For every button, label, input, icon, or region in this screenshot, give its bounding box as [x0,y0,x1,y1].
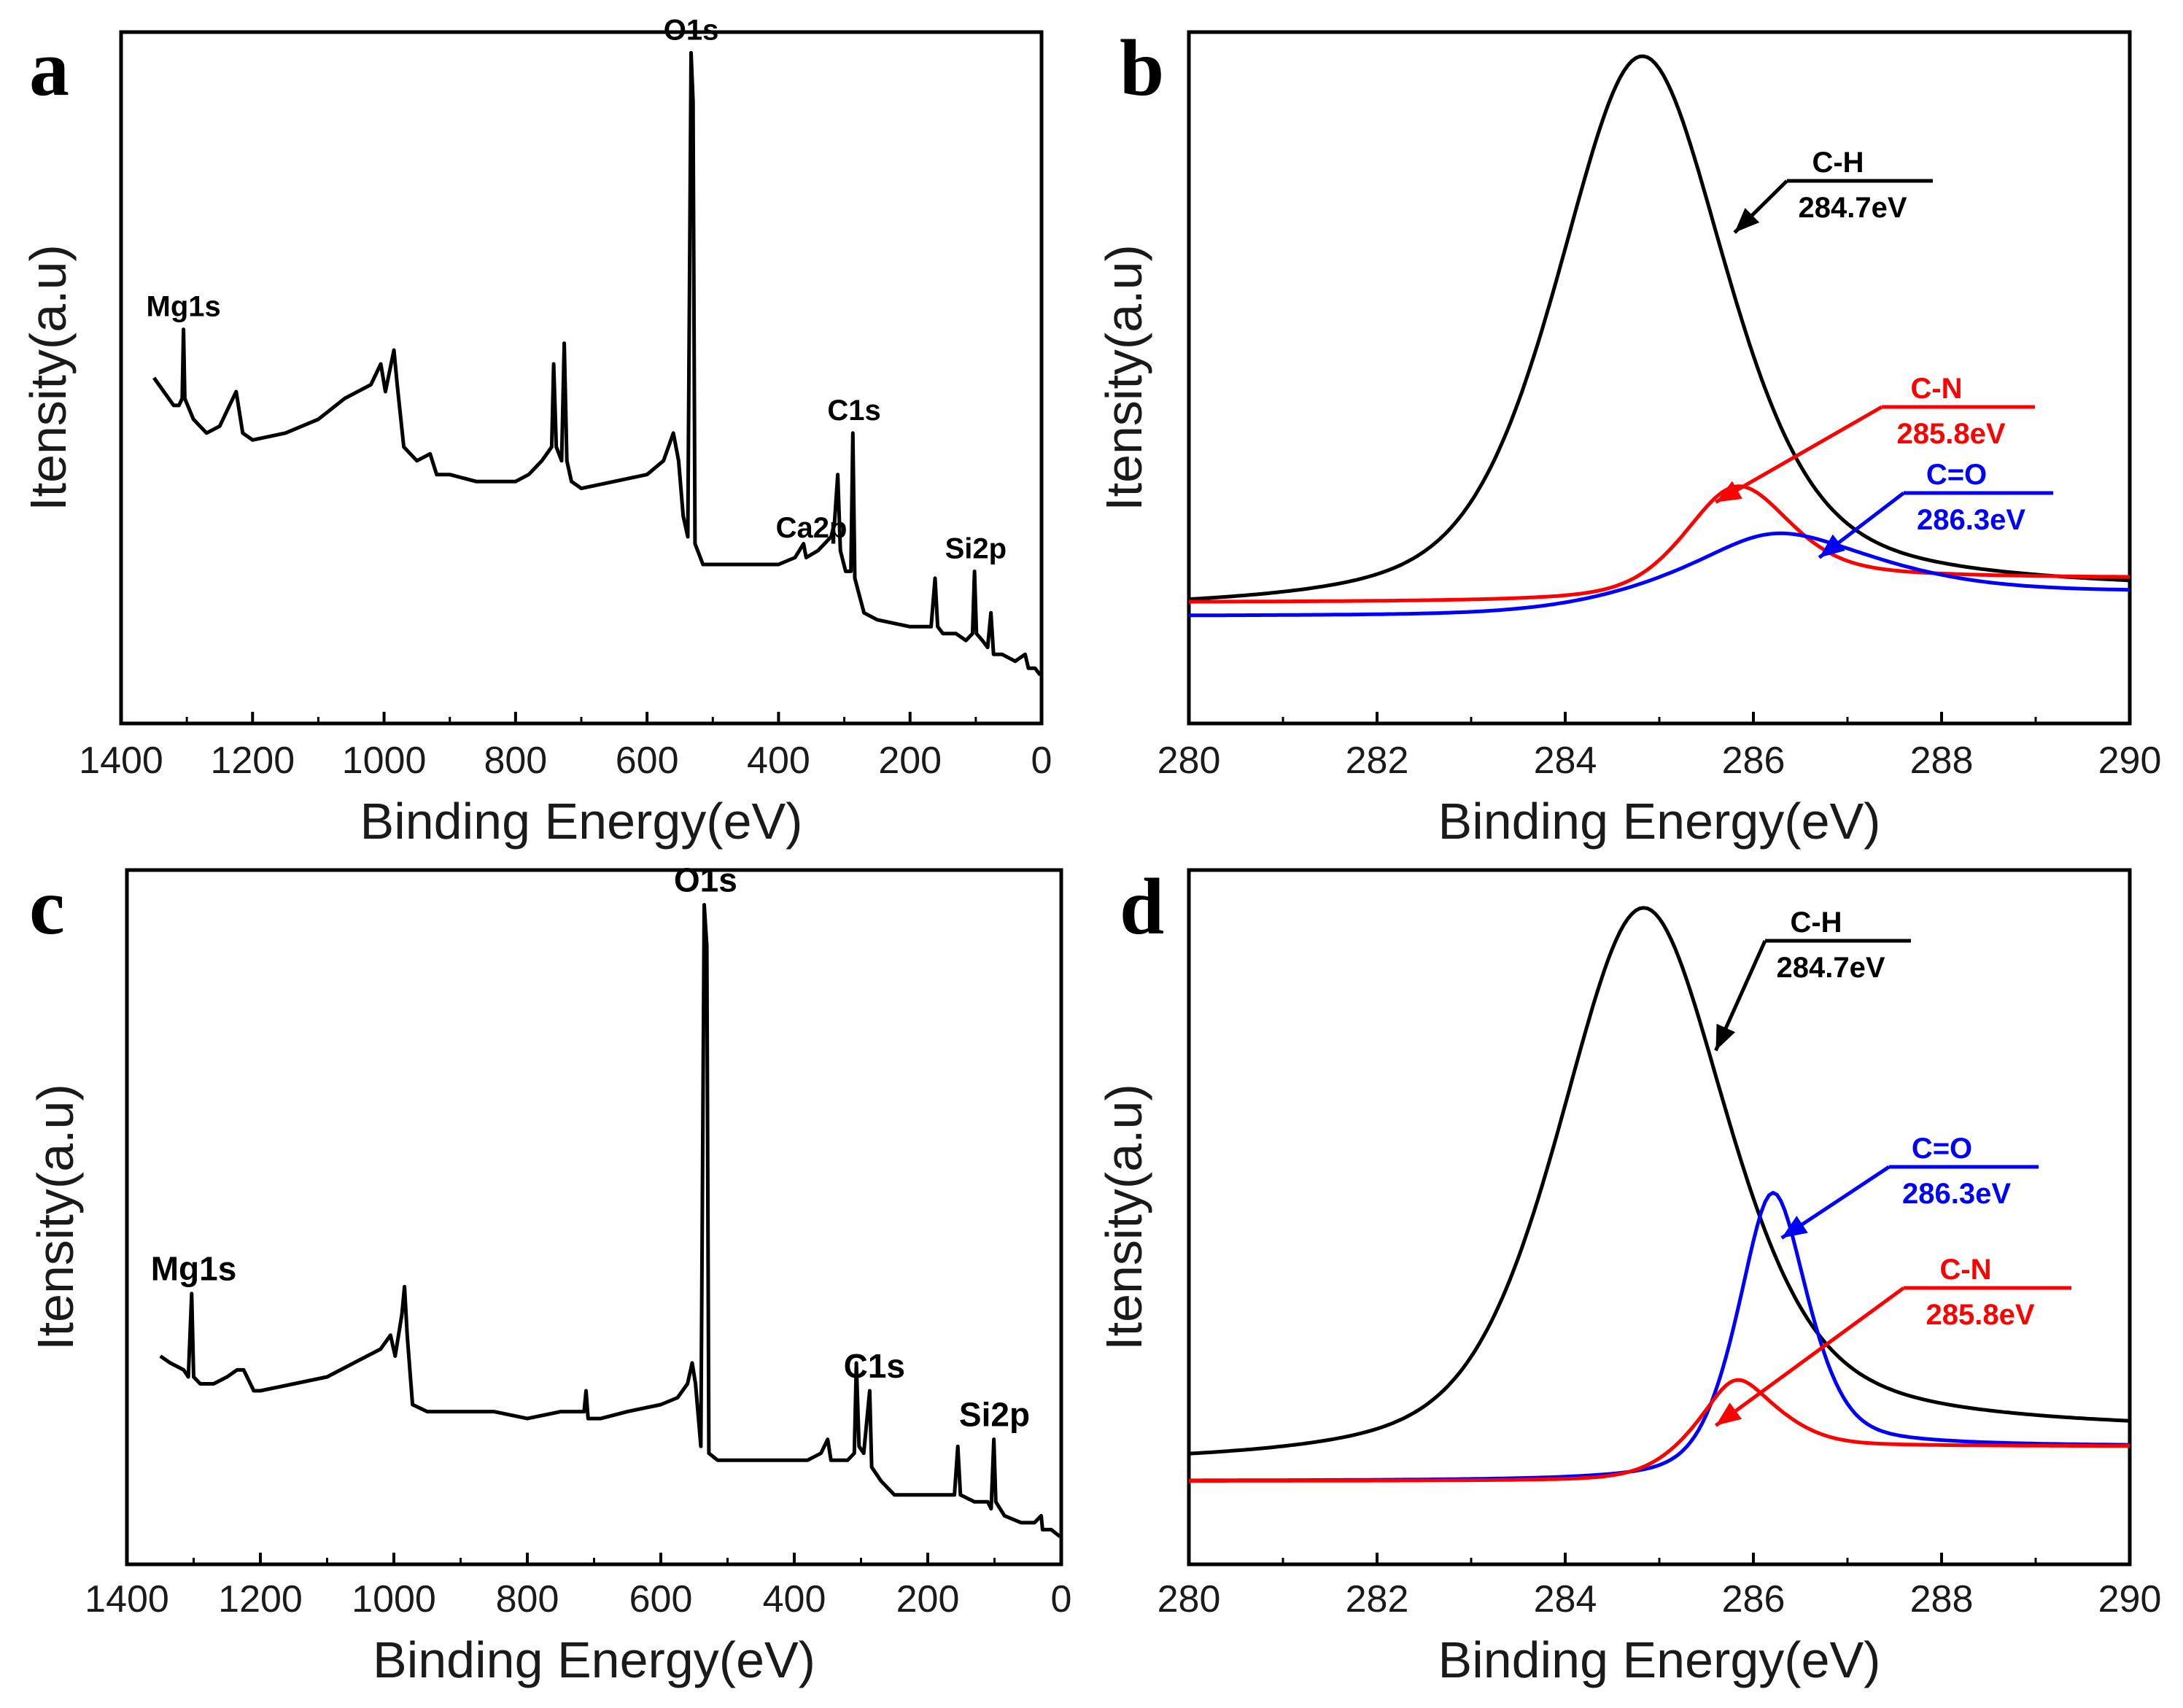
peak-label-Si2p: Si2p [959,1396,1030,1434]
x-tick-label: 280 [1158,1578,1221,1620]
peak-label-Si2p: Si2p [945,532,1007,564]
plot-frame [125,868,1063,1567]
x-tick-label: 284 [1534,740,1597,782]
x-axis: 280 282 284 286 288 290 [1158,1553,2162,1620]
callout-arrowhead [1715,1402,1742,1426]
plot-frame [1187,30,2132,726]
x-tick-label: 1000 [342,740,427,782]
callout-C-N: C-N 285.8eV [1715,373,2035,504]
x-tick-label: 1200 [218,1578,303,1620]
x-tick-label: 400 [747,740,810,782]
callout-label: C=O [1926,459,1987,491]
peak-label-Ca2p: Ca2p [776,512,848,544]
x-tick-label: 1400 [85,1578,169,1620]
callout-arrowhead [1715,481,1742,502]
x-tick-label: 288 [1910,740,1974,782]
series-line-C-N [1189,1378,2130,1483]
x-tick-label: 1000 [352,1578,436,1620]
callout-label: C=O [1912,1133,1972,1165]
callout-label: C-H [1790,907,1842,939]
peak-label-C1s: C1s [844,1347,905,1385]
x-tick-label: 1200 [210,740,295,782]
callout-label: C-N [1910,373,1962,405]
x-tick-label: 280 [1158,740,1221,782]
callout-arrowhead [1781,1216,1808,1238]
callout-arrowhead [1819,534,1845,558]
series-line-survey [159,903,1061,1538]
callout-value: 285.8eV [1896,418,2005,450]
x-tick-label: 284 [1534,1578,1597,1620]
callout-label: C-N [1939,1254,1991,1286]
chart-panel-d: d 280 282 284 286 288 290 Binding Energy(eV) Ite… [1096,862,2161,1688]
series-line-C=O [1189,1190,2130,1483]
panel-letter-c: c [29,862,65,951]
x-axis-title: Binding Energy(eV) [360,793,803,850]
chart-panel-c: c 1400 1200 1000 800 600 400 200 0 Binding Energy… [27,861,1071,1688]
series-line-C-H [1189,54,2130,602]
callout-arrow [1715,405,1883,504]
peak-label-Mg1s: Mg1s [147,291,221,323]
callout-value: 285.8eV [1926,1299,2034,1331]
callout-label: C-H [1812,147,1864,179]
x-tick-label: 282 [1346,740,1409,782]
callout-value: 286.3eV [1917,504,2025,536]
callout-arrowhead [1734,208,1760,233]
x-axis-title: Binding Energy(eV) [1438,793,1881,850]
x-axis: 1400 1200 1000 800 600 400 200 0 [79,712,1052,782]
series-line-C-N [1189,484,2130,604]
series-line-survey [152,50,1042,677]
callout-C-H: C-H 284.7eV [1733,147,1933,234]
x-tick-label: 286 [1722,1578,1785,1620]
series-line-C=O [1189,531,2130,618]
x-axis-title: Binding Energy(eV) [373,1631,815,1688]
y-axis-title: Itensity(a.u) [1096,1084,1152,1351]
x-tick-label: 400 [763,1578,826,1620]
x-tick-label: 282 [1346,1578,1409,1620]
callout-C=O: C=O 286.3eV [1780,1133,2039,1240]
series-line-C-H [1189,906,2130,1456]
x-tick-label: 600 [616,740,679,782]
peak-label-C1s: C1s [827,395,880,427]
x-tick-label: 286 [1722,740,1785,782]
callout-arrowhead [1715,1023,1736,1051]
callout-value: 284.7eV [1776,952,1885,984]
y-axis-title: Itensity(a.u) [20,244,77,511]
x-tick-label: 800 [496,1578,559,1620]
panel-letter-a: a [29,23,69,112]
x-tick-label: 0 [1051,1578,1072,1620]
x-tick-label: 290 [2098,740,2162,782]
callout-arrow [1714,1286,1905,1427]
x-axis: 280 282 284 286 288 290 [1158,712,2162,782]
x-axis-title: Binding Energy(eV) [1438,1631,1881,1688]
x-tick-label: 290 [2098,1578,2162,1620]
peak-label-O1s: O1s [664,14,719,46]
y-axis-title: Itensity(a.u) [1096,244,1152,511]
callout-value: 286.3eV [1902,1178,2011,1210]
x-tick-label: 600 [629,1578,693,1620]
peak-label-O1s: O1s [674,861,737,899]
peak-label-Mg1s: Mg1s [151,1250,237,1288]
x-tick-label: 1400 [79,740,163,782]
x-tick-label: 288 [1910,1578,1974,1620]
callout-value: 284.7eV [1798,192,1907,224]
chart-panel-b: b 280 282 284 286 288 290 Binding Energy(eV) Ite… [1096,23,2161,850]
x-tick-label: 200 [878,740,942,782]
x-tick-label: 200 [896,1578,960,1620]
panel-letter-b: b [1120,23,1164,112]
x-axis: 1400 1200 1000 800 600 400 200 0 [85,1553,1071,1620]
chart-panel-a: a 1400 1200 1000 800 600 400 200 0 Binding Energy… [20,14,1052,850]
callout-C-N: C-N 285.8eV [1714,1254,2071,1427]
x-tick-label: 800 [484,740,547,782]
x-tick-label: 0 [1031,740,1052,782]
callout-C-H: C-H 284.7eV [1714,907,1911,1052]
callout-C=O: C=O 286.3eV [1818,459,2053,559]
y-axis-title: Itensity(a.u) [27,1084,84,1351]
panel-letter-d: d [1120,862,1164,951]
plot-frame [119,30,1044,726]
